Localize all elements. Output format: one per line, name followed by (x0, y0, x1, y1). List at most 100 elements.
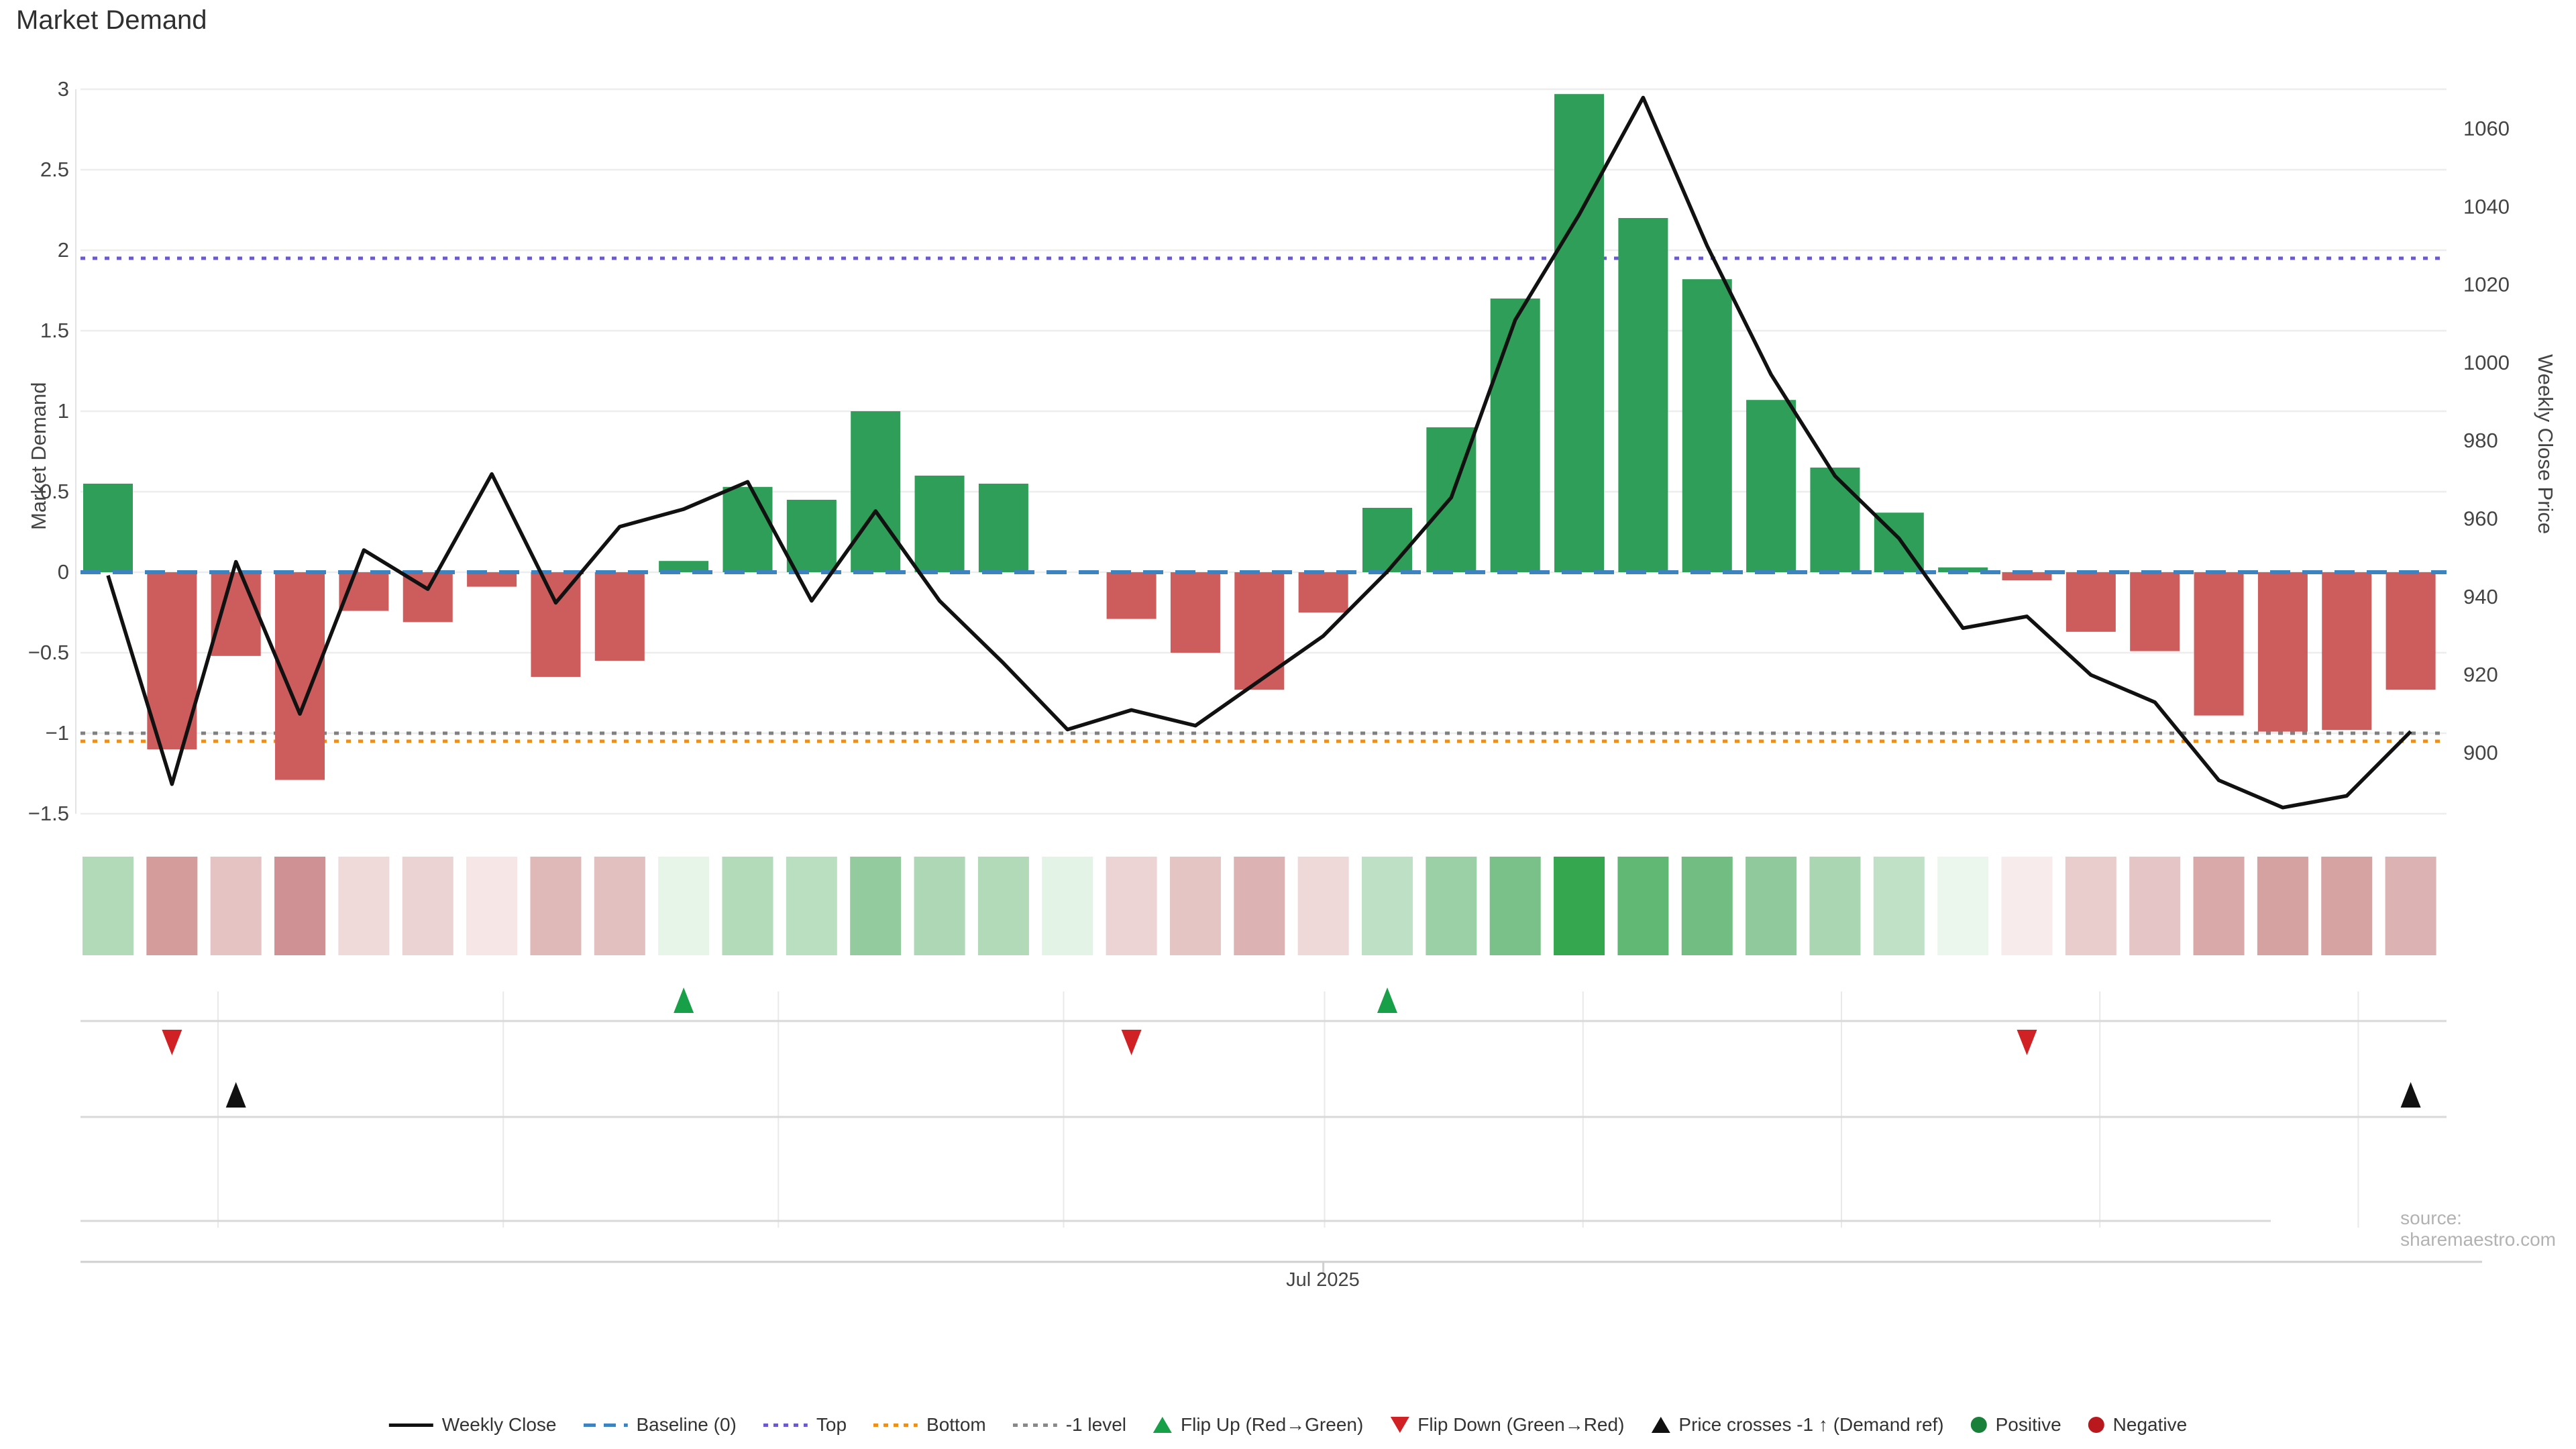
heatmap-tile (1042, 857, 1093, 955)
demand-bar (2065, 572, 2116, 632)
legend-item-flip-down-green-red[interactable]: Flip Down (Green→Red) (1390, 1414, 1624, 1436)
legend-item-negative[interactable]: Negative (2088, 1414, 2188, 1436)
right-axis-tick: 1040 (2463, 195, 2510, 218)
source-note: source: sharemaestro.com (2400, 1208, 2557, 1250)
legend-item-positive[interactable]: Positive (1970, 1414, 2061, 1436)
demand-bar (978, 484, 1028, 572)
demand-bar (851, 411, 901, 572)
left-axis-tick: 2.5 (40, 158, 69, 181)
legend-item-flip-up-red-green[interactable]: Flip Up (Red→Green) (1152, 1414, 1363, 1436)
heatmap-tile (1234, 857, 1285, 955)
left-axis-tick: −0.5 (28, 641, 69, 664)
heatmap-tile (530, 857, 582, 955)
legend-item-price-crosses-1-demand-ref[interactable]: Price crosses -1 ↑ (Demand ref) (1651, 1414, 1944, 1436)
demand-bar (1298, 572, 1348, 612)
left-axis-tick: 0 (58, 560, 69, 584)
demand-bar (467, 572, 517, 587)
dotted-line-swatch (1012, 1423, 1057, 1427)
heatmap-tile (786, 857, 837, 955)
demand-bar (1234, 572, 1285, 690)
demand-bar (1554, 94, 1605, 572)
heatmap-tile (2321, 857, 2373, 955)
demand-bar (2322, 572, 2372, 731)
flip-up-marker (1377, 987, 1397, 1013)
heatmap-tile (2257, 857, 2308, 955)
legend: Weekly Close Baseline (0) Top Bottom -1 leve… (388, 1414, 2188, 1436)
right-axis-tick: 920 (2463, 663, 2498, 686)
weekly-close-line (106, 95, 2412, 810)
legend-item-top[interactable]: Top (763, 1414, 847, 1436)
heatmap-tile (1617, 857, 1669, 955)
left-axis-tick: 3 (58, 77, 69, 101)
heatmap-tile (1169, 857, 1221, 955)
demand-bar (1170, 572, 1220, 653)
demand-bar (2130, 572, 2180, 651)
flip-down-marker (1121, 1030, 1142, 1055)
x-axis-tick-label: Jul 2025 (1286, 1269, 1360, 1291)
page-title: Market Demand (16, 5, 207, 35)
heatmap-tile (1809, 857, 1861, 955)
legend-item-1-level[interactable]: -1 level (1012, 1414, 1126, 1436)
heatmap-tile (1426, 857, 1477, 955)
demand-bar (786, 500, 837, 572)
demand-bar (659, 561, 709, 572)
line-swatch (388, 1423, 433, 1427)
demand-bar (83, 484, 133, 572)
heatmap-tile (2385, 857, 2436, 955)
left-axis-tick: 0.5 (40, 480, 69, 503)
legend-item-weekly-close[interactable]: Weekly Close (388, 1414, 556, 1436)
heatmap-tile (594, 857, 645, 955)
dotted-line-swatch (763, 1423, 808, 1427)
demand-bar (1746, 400, 1796, 572)
heatmap-tile (466, 857, 518, 955)
heatmap-tile (658, 857, 710, 955)
right-axis-tick: 940 (2463, 585, 2498, 608)
heatmap-tile (1746, 857, 1797, 955)
legend-item-baseline-0[interactable]: Baseline (0) (583, 1414, 737, 1436)
legend-label: Baseline (0) (636, 1414, 737, 1435)
heatmap-tile (977, 857, 1029, 955)
flip-up-marker (674, 987, 694, 1013)
triangle-down-icon (1390, 1417, 1409, 1433)
demand-bar (1490, 299, 1540, 572)
right-axis-tick: 1020 (2463, 273, 2510, 297)
heatmap-tile (850, 857, 902, 955)
heatmap-tile (2129, 857, 2181, 955)
circle-swatch (1970, 1417, 1987, 1433)
legend-label: Positive (1995, 1414, 2061, 1435)
left-axis-title: Market Demand (27, 382, 50, 530)
heatmap-tile (2001, 857, 2053, 955)
legend-label: Negative (2112, 1414, 2188, 1435)
heatmap-tile (2193, 857, 2245, 955)
heatmap-tile (402, 857, 453, 955)
right-axis-tick: 900 (2463, 741, 2498, 764)
triangle-up-icon (1152, 1417, 1172, 1433)
heatmap-tile (722, 857, 773, 955)
demand-bar (594, 572, 645, 661)
heatmap-tile (1681, 857, 1733, 955)
demand-bar (722, 486, 773, 572)
legend-label: -1 level (1065, 1414, 1126, 1435)
circle-swatch (2088, 1417, 2104, 1433)
right-axis-tick: 980 (2463, 429, 2498, 452)
heatmap-tile (1297, 857, 1349, 955)
heatmap-tile (1106, 857, 1157, 955)
right-axis-title: Weekly Close Price (2534, 354, 2557, 535)
right-axis-tick: 960 (2463, 507, 2498, 531)
legend-label: Top (816, 1414, 847, 1435)
heatmap-tile (274, 857, 326, 955)
left-axis-tick: −1 (46, 721, 69, 745)
left-axis-tick: −1.5 (28, 802, 69, 825)
heatmap-tile (1362, 857, 1413, 955)
heatmap-tile (1489, 857, 1541, 955)
legend-item-bottom[interactable]: Bottom (873, 1414, 986, 1436)
heatmap-tile (1937, 857, 1989, 955)
left-axis-tick: 1.5 (40, 319, 69, 342)
heatmap-tile (2065, 857, 2116, 955)
demand-bar (1682, 279, 1732, 572)
price-cross-marker (2400, 1082, 2421, 1108)
flip-down-marker (2017, 1030, 2037, 1055)
right-axis-tick: 1000 (2463, 351, 2510, 374)
